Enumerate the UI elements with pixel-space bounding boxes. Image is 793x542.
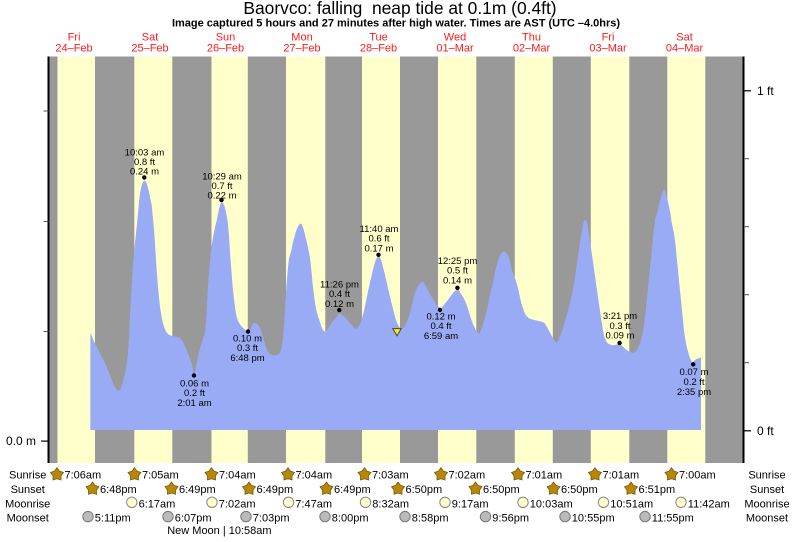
svg-text:10:03 am: 10:03 am: [125, 148, 165, 159]
svg-text:Fri: Fri: [68, 32, 81, 44]
svg-text:6:49pm: 6:49pm: [334, 484, 371, 496]
svg-text:6:49pm: 6:49pm: [257, 484, 294, 496]
svg-text:11:26 pm: 11:26 pm: [320, 280, 359, 291]
svg-text:04–Mar: 04–Mar: [666, 43, 704, 55]
svg-text:27–Feb: 27–Feb: [283, 43, 320, 55]
svg-text:7:06am: 7:06am: [65, 470, 102, 482]
svg-text:Baorvco: falling neap tide at: Baorvco: falling neap tide at 0.1m (0.4f…: [243, 0, 556, 18]
svg-text:7:00am: 7:00am: [679, 470, 716, 482]
svg-text:Mon: Mon: [291, 32, 312, 44]
svg-text:6:50pm: 6:50pm: [561, 484, 598, 496]
svg-text:0.12 m: 0.12 m: [426, 312, 455, 323]
svg-text:Thu: Thu: [522, 32, 541, 44]
svg-text:03–Mar: 03–Mar: [589, 43, 627, 55]
svg-text:6:49pm: 6:49pm: [179, 484, 216, 496]
svg-text:0.8 ft: 0.8 ft: [134, 157, 155, 168]
svg-text:8:32am: 8:32am: [372, 498, 409, 510]
svg-text:2:01 am: 2:01 am: [177, 398, 211, 409]
svg-text:0.10 m: 0.10 m: [233, 334, 262, 345]
svg-text:7:01am: 7:01am: [603, 470, 640, 482]
svg-text:Sunset: Sunset: [750, 484, 784, 496]
svg-text:0.06 m: 0.06 m: [180, 378, 209, 389]
svg-text:10:51am: 10:51am: [610, 498, 653, 510]
svg-text:Tue: Tue: [369, 32, 388, 44]
svg-text:8:58pm: 8:58pm: [412, 513, 449, 525]
svg-text:0.24 m: 0.24 m: [130, 167, 159, 178]
svg-text:6:17am: 6:17am: [139, 498, 176, 510]
svg-text:11:40 am: 11:40 am: [360, 224, 399, 235]
svg-text:Sunset: Sunset: [11, 484, 45, 496]
svg-text:12:25 pm: 12:25 pm: [438, 256, 478, 267]
svg-text:0 ft: 0 ft: [757, 424, 774, 438]
svg-text:02–Mar: 02–Mar: [513, 43, 551, 55]
svg-text:6:07pm: 6:07pm: [175, 513, 212, 525]
svg-text:7:05am: 7:05am: [142, 470, 179, 482]
svg-text:Moonset: Moonset: [746, 513, 788, 525]
svg-text:0.0 m: 0.0 m: [6, 434, 36, 448]
svg-text:Image captured 5 hours and 27: Image captured 5 hours and 27 minutes af…: [172, 18, 620, 30]
svg-text:Moonrise: Moonrise: [5, 498, 50, 510]
svg-text:10:29 am: 10:29 am: [202, 172, 242, 183]
svg-text:7:04am: 7:04am: [296, 470, 333, 482]
svg-text:6:59 am: 6:59 am: [424, 331, 458, 342]
svg-text:0.3 ft: 0.3 ft: [609, 321, 630, 332]
svg-text:01–Mar: 01–Mar: [436, 43, 474, 55]
svg-text:7:02am: 7:02am: [449, 470, 486, 482]
svg-text:25–Feb: 25–Feb: [131, 43, 168, 55]
svg-text:5:11pm: 5:11pm: [95, 513, 131, 525]
svg-text:7:04am: 7:04am: [219, 470, 256, 482]
svg-text:7:02am: 7:02am: [219, 498, 256, 510]
svg-text:8:00pm: 8:00pm: [332, 513, 369, 525]
svg-text:10:55pm: 10:55pm: [572, 513, 615, 525]
svg-text:0.2 ft: 0.2 ft: [184, 388, 205, 399]
svg-text:3:21 pm: 3:21 pm: [603, 311, 637, 322]
svg-text:Sat: Sat: [676, 32, 693, 44]
svg-text:7:01am: 7:01am: [526, 470, 563, 482]
svg-text:0.4 ft: 0.4 ft: [329, 289, 350, 300]
svg-text:24–Feb: 24–Feb: [55, 43, 92, 55]
svg-text:10:03am: 10:03am: [530, 498, 573, 510]
svg-text:0.6 ft: 0.6 ft: [368, 234, 389, 245]
svg-text:6:48pm: 6:48pm: [100, 484, 137, 496]
svg-text:0.14 m: 0.14 m: [443, 275, 472, 286]
svg-text:Sunrise: Sunrise: [9, 470, 46, 482]
svg-text:0.4 ft: 0.4 ft: [430, 321, 451, 332]
svg-text:0.2 ft: 0.2 ft: [683, 377, 704, 388]
svg-text:Moonrise: Moonrise: [744, 498, 789, 510]
svg-text:0.5 ft: 0.5 ft: [447, 266, 468, 277]
svg-text:9:56pm: 9:56pm: [492, 513, 529, 525]
svg-text:Sun: Sun: [216, 32, 236, 44]
svg-text:Moonset: Moonset: [7, 513, 49, 525]
svg-text:Sunrise: Sunrise: [748, 470, 785, 482]
svg-text:0.3 ft: 0.3 ft: [237, 343, 258, 354]
svg-text:Wed: Wed: [444, 32, 466, 44]
svg-text:0.12 m: 0.12 m: [325, 299, 354, 310]
svg-text:0.7 ft: 0.7 ft: [211, 181, 232, 192]
svg-text:1 ft: 1 ft: [757, 84, 774, 98]
svg-text:9:17am: 9:17am: [452, 498, 489, 510]
svg-text:6:50pm: 6:50pm: [406, 484, 443, 496]
svg-text:0.22 m: 0.22 m: [207, 190, 236, 201]
svg-text:Fri: Fri: [602, 32, 615, 44]
svg-text:11:42am: 11:42am: [688, 498, 730, 510]
svg-text:0.07 m: 0.07 m: [679, 367, 708, 378]
svg-text:6:50pm: 6:50pm: [483, 484, 520, 496]
svg-text:6:48 pm: 6:48 pm: [230, 353, 264, 364]
svg-text:0.17 m: 0.17 m: [364, 243, 393, 254]
svg-text:7:47am: 7:47am: [295, 498, 332, 510]
svg-text:New Moon | 10:58am: New Moon | 10:58am: [167, 525, 271, 537]
svg-text:7:03am: 7:03am: [372, 470, 409, 482]
svg-text:0.09 m: 0.09 m: [605, 331, 634, 342]
svg-text:7:03pm: 7:03pm: [253, 513, 290, 525]
svg-text:26–Feb: 26–Feb: [207, 43, 244, 55]
svg-text:11:55pm: 11:55pm: [652, 513, 694, 525]
svg-text:28–Feb: 28–Feb: [360, 43, 397, 55]
svg-text:6:51pm: 6:51pm: [639, 484, 676, 496]
svg-text:2:35 pm: 2:35 pm: [677, 387, 711, 398]
svg-text:Sat: Sat: [142, 32, 159, 44]
